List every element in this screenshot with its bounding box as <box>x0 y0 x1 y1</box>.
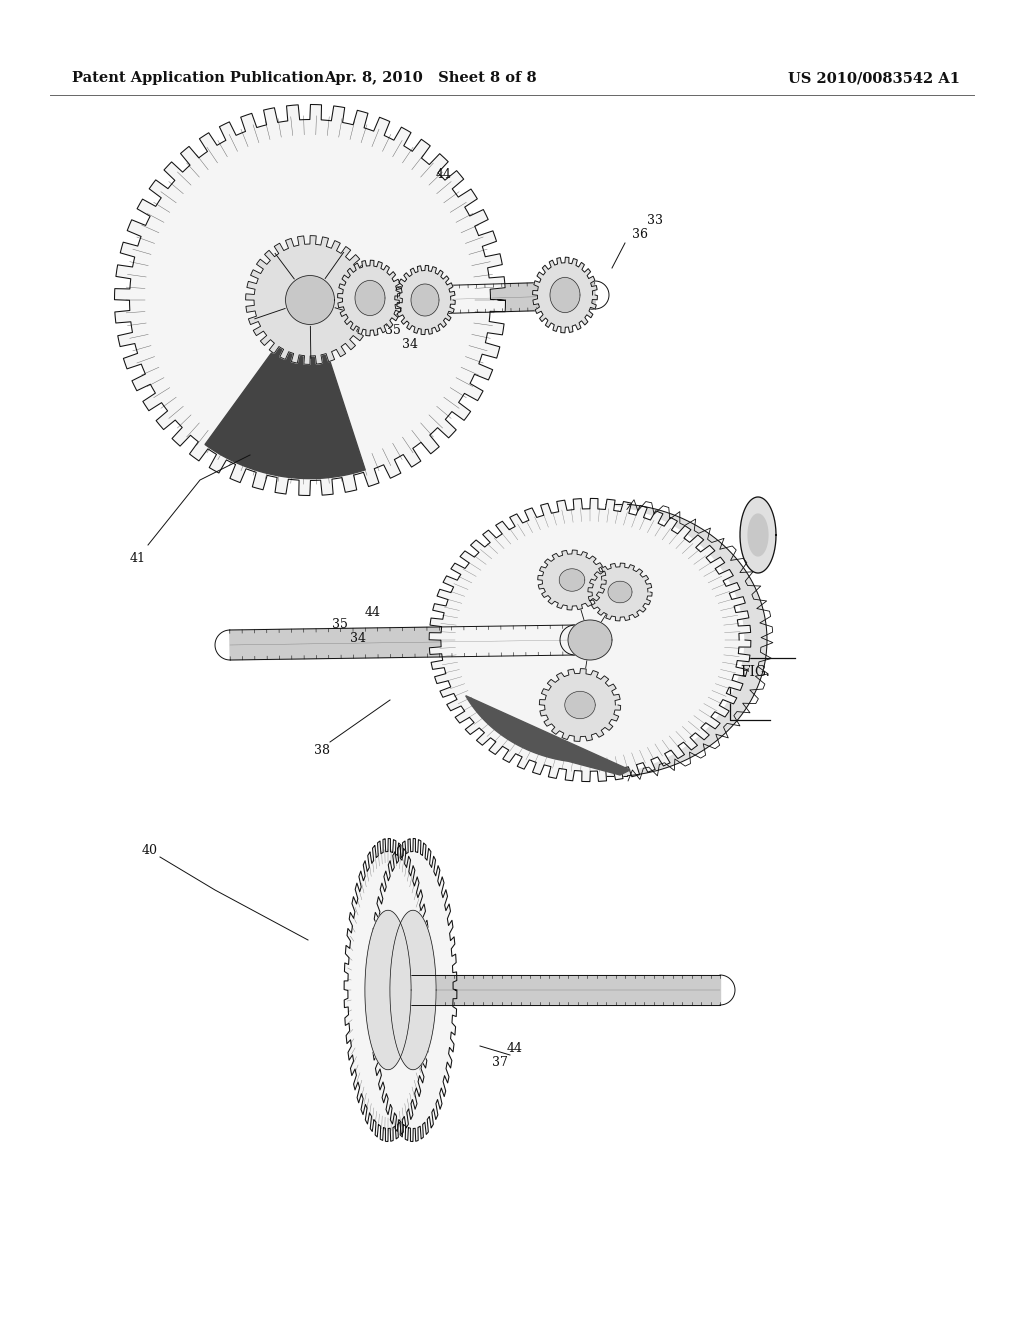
Polygon shape <box>540 669 621 742</box>
Polygon shape <box>344 838 432 1142</box>
Polygon shape <box>605 504 767 776</box>
Polygon shape <box>286 276 335 325</box>
Polygon shape <box>388 975 720 1005</box>
Polygon shape <box>740 498 776 573</box>
Polygon shape <box>608 581 632 603</box>
Text: FIG.: FIG. <box>740 665 770 678</box>
Polygon shape <box>559 569 585 591</box>
Polygon shape <box>229 624 575 660</box>
Polygon shape <box>466 696 630 775</box>
Polygon shape <box>565 692 595 718</box>
Polygon shape <box>246 236 375 364</box>
Text: 44: 44 <box>436 169 452 181</box>
Polygon shape <box>411 284 439 315</box>
Text: 34: 34 <box>402 338 418 351</box>
Text: 35: 35 <box>385 323 401 337</box>
Polygon shape <box>588 564 652 620</box>
Polygon shape <box>538 550 606 610</box>
Text: 33: 33 <box>647 214 663 227</box>
Text: US 2010/0083542 A1: US 2010/0083542 A1 <box>788 71 961 84</box>
Polygon shape <box>115 104 506 495</box>
Text: 36: 36 <box>632 228 648 242</box>
Text: 37: 37 <box>493 1056 508 1069</box>
Text: 41: 41 <box>130 552 146 565</box>
Text: 35: 35 <box>332 619 348 631</box>
Polygon shape <box>338 260 402 335</box>
Text: 44: 44 <box>507 1041 523 1055</box>
Polygon shape <box>395 265 456 334</box>
Polygon shape <box>365 911 411 1069</box>
Polygon shape <box>429 499 751 781</box>
Text: 38: 38 <box>314 743 330 756</box>
Text: 34: 34 <box>350 631 366 644</box>
Polygon shape <box>325 281 595 317</box>
Text: 44: 44 <box>365 606 381 619</box>
Polygon shape <box>532 257 597 333</box>
Text: 40: 40 <box>142 843 158 857</box>
Polygon shape <box>355 281 385 315</box>
Text: Patent Application Publication: Patent Application Publication <box>72 71 324 84</box>
Polygon shape <box>369 838 457 1142</box>
Polygon shape <box>550 277 580 313</box>
Polygon shape <box>568 620 612 660</box>
Polygon shape <box>205 300 366 479</box>
Text: Apr. 8, 2010   Sheet 8 of 8: Apr. 8, 2010 Sheet 8 of 8 <box>324 71 537 84</box>
Polygon shape <box>749 513 768 556</box>
Polygon shape <box>390 911 436 1069</box>
